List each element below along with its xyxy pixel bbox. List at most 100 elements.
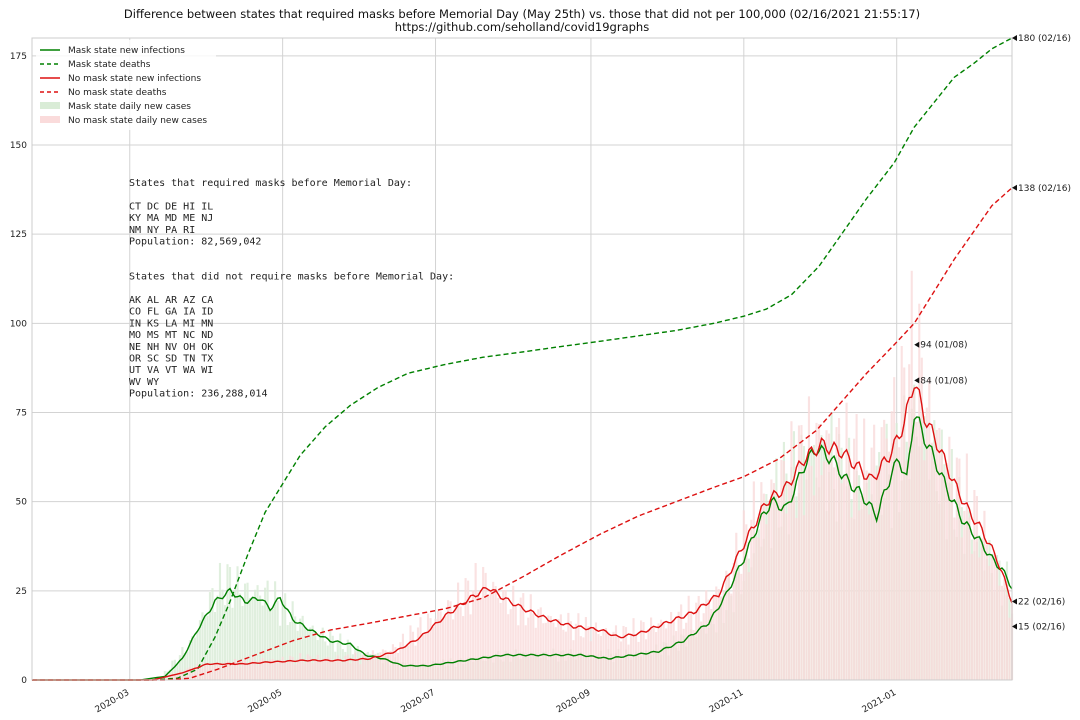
daily-bar [178,655,181,680]
state-text-line: NM NY PA RI [129,225,195,236]
daily-bar [241,660,244,680]
daily-bar [639,620,643,680]
daily-bar [221,665,224,680]
daily-bar [958,458,961,680]
daily-bar [670,612,673,680]
daily-bar [544,622,547,680]
daily-bar [567,612,570,680]
annotation-label: 180 (02/16) [1018,34,1071,44]
daily-bar [188,667,191,680]
daily-bar [266,580,269,680]
daily-bar [314,658,317,680]
daily-bar [419,617,422,680]
daily-bar [319,633,322,680]
daily-bar [294,664,297,680]
daily-bar [602,629,605,680]
daily-bar [281,656,284,680]
daily-bar [629,634,633,680]
state-text-line: NE NH NV OH OK [129,342,213,353]
daily-bar [329,630,332,680]
state-text-line: OR SC SD TN TX [129,354,213,365]
annotation-marker [914,341,920,348]
daily-bar [349,663,352,680]
daily-bar [319,659,322,680]
daily-bar [454,604,457,680]
daily-bar [727,573,730,680]
annotation-marker [1012,598,1017,605]
daily-bar [700,621,703,680]
daily-bar [735,532,738,680]
daily-bar [662,623,665,680]
daily-bar [577,613,580,680]
daily-bar [236,566,239,680]
daily-bar [213,612,217,680]
legend-label: No mask state deaths [68,88,167,98]
daily-bar [171,673,174,680]
daily-bar [489,591,492,680]
daily-bar [529,594,532,680]
daily-bar [284,593,287,680]
daily-bar [943,479,946,680]
daily-bar [276,662,279,680]
daily-bar [304,663,307,680]
daily-bar [316,654,319,680]
daily-bar [875,472,878,680]
daily-bar [717,588,720,680]
daily-bar [314,631,317,680]
daily-bar [477,592,480,680]
daily-bar [760,482,763,680]
daily-bar [236,661,239,680]
daily-bar [198,666,201,680]
annotation-marker [1012,184,1017,191]
daily-bar [457,582,460,680]
daily-bar [444,615,447,680]
daily-bar [652,627,655,680]
daily-bar [720,596,723,680]
plot-frame [31,37,1013,681]
daily-bar [559,614,562,680]
daily-bar [467,580,470,680]
daily-bar [401,633,405,680]
bars-layer [163,270,1014,680]
daily-bar [993,553,996,680]
daily-bar [825,430,828,680]
daily-bar [371,650,374,680]
daily-bar [592,628,595,680]
daily-bar [289,655,292,680]
daily-bar [970,553,973,680]
daily-bar [860,495,863,680]
state-text-line: States that required masks before Memori… [129,178,412,189]
daily-bar [752,481,755,680]
daily-bar [850,517,853,680]
legend-swatch [40,116,60,123]
daily-bar [344,656,347,680]
daily-bar [968,517,971,680]
daily-bar [725,570,728,680]
daily-bar [173,674,176,680]
daily-bar [858,510,861,680]
legend-label: Mask state daily new cases [68,102,191,112]
daily-bar [339,633,342,680]
daily-bar [294,616,297,680]
daily-bar [301,661,304,680]
daily-bar [782,460,785,680]
legend-swatch [40,102,60,109]
daily-bar [805,467,808,680]
daily-bar [289,622,292,680]
daily-bar [484,572,487,680]
daily-bar [995,568,999,680]
chart-subtitle: https://github.com/seholland/covid19grap… [394,20,650,34]
daily-bar [925,407,928,680]
daily-bar [527,617,530,680]
bar-series [163,270,1014,680]
daily-bar [827,433,831,680]
daily-bar [604,627,608,680]
daily-bar [399,642,402,680]
daily-bar [913,391,916,680]
state-text-line: AK AL AR AZ CA [129,295,213,306]
daily-bar [474,563,477,680]
daily-bar [404,646,407,680]
state-text-line: States that did not require masks before… [129,272,454,283]
daily-bar [251,598,254,680]
daily-bar [682,628,685,680]
